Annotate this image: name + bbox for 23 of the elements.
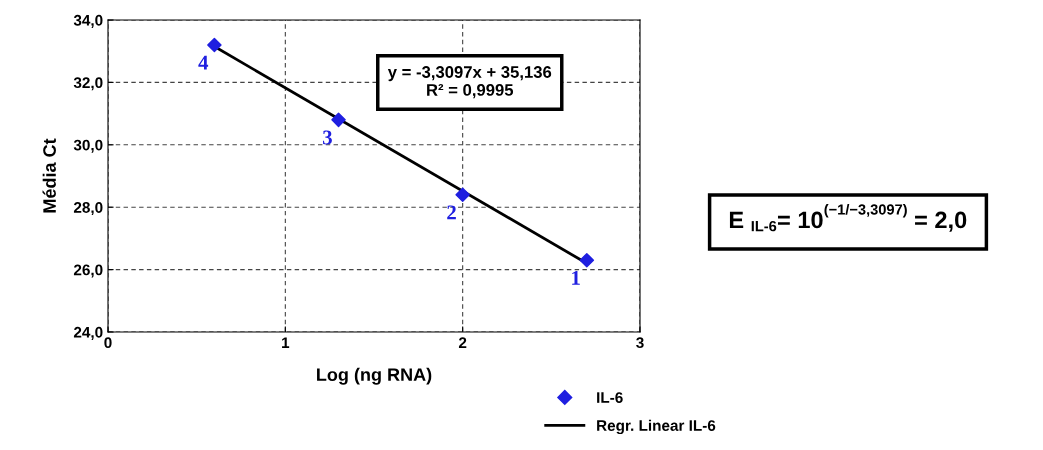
y-tick-label: 24,0 <box>73 326 103 340</box>
y-tick-label: 28,0 <box>73 202 103 216</box>
point <box>455 187 470 203</box>
x-axis-title: Log (ng RNA) <box>317 367 432 385</box>
x-tick-label: 2 <box>458 337 467 348</box>
y-tick-label: 32,0 <box>73 77 103 91</box>
annotation: 1 <box>572 270 580 285</box>
point <box>579 252 595 268</box>
x-tick-label: 0 <box>104 337 112 349</box>
point <box>207 37 222 53</box>
annotation: y = -3,3097x + 35,136 R² = 0,9995 <box>387 66 552 99</box>
y-tick-label: 26,0 <box>73 264 103 278</box>
x-tick-label: 1 <box>282 337 290 348</box>
point <box>331 112 346 128</box>
annotation: 2 <box>447 205 456 220</box>
annotation: 3 <box>323 130 332 145</box>
legend-label: Regr. Linear IL-6 <box>597 419 716 435</box>
legend-label: IL-6 <box>597 392 623 403</box>
y-axis-title: Média Ct <box>42 138 56 213</box>
annotation: 4 <box>198 55 209 70</box>
x-tick-label: 3 <box>636 337 644 349</box>
y-tick-label: 30,0 <box>73 139 103 153</box>
y-tick-label: 34,0 <box>73 14 103 28</box>
